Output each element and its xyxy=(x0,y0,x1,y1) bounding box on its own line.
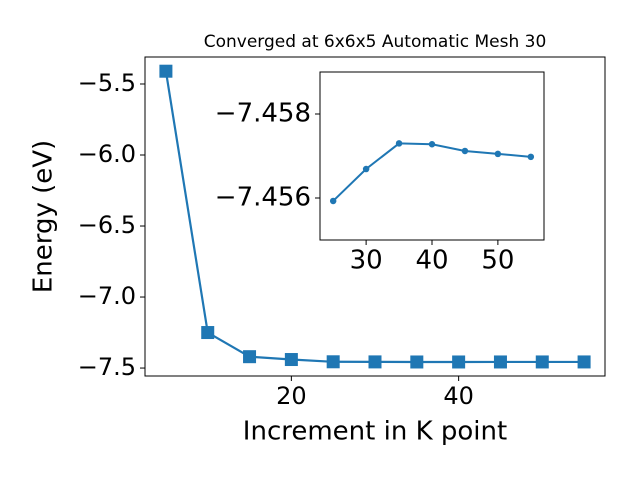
y-tick-label: −5.5 xyxy=(78,69,136,97)
marker xyxy=(527,153,535,161)
x-tick-label: 30 xyxy=(350,246,383,276)
marker xyxy=(368,355,382,369)
marker xyxy=(428,140,436,148)
marker xyxy=(243,350,257,364)
plot-area xyxy=(320,72,544,240)
y-tick-label: −6.5 xyxy=(78,211,136,239)
axes-frame xyxy=(144,56,606,377)
x-tick-label: 50 xyxy=(481,246,514,276)
x-tick-label: 40 xyxy=(415,246,448,276)
marker xyxy=(329,197,337,205)
marker xyxy=(362,165,370,173)
y-tick-label: −7.0 xyxy=(78,282,136,310)
marker xyxy=(326,355,340,369)
marker xyxy=(284,353,298,367)
marker xyxy=(159,64,173,78)
marker xyxy=(535,355,549,369)
marker xyxy=(201,326,215,340)
y-axis-label: Energy (eV) xyxy=(29,140,59,293)
marker xyxy=(577,355,591,369)
y-tick-label: −7.456 xyxy=(215,183,311,213)
chart-title: Converged at 6x6x5 Automatic Mesh 30 xyxy=(204,32,547,52)
marker xyxy=(410,355,424,369)
marker xyxy=(452,355,466,369)
marker xyxy=(494,150,502,158)
y-tick-label: −7.458 xyxy=(215,99,311,129)
y-tick-label: −7.5 xyxy=(78,353,136,381)
marker xyxy=(461,147,469,155)
x-tick-label: 20 xyxy=(276,382,307,410)
y-tick-label: −6.0 xyxy=(78,140,136,168)
marker xyxy=(395,140,403,147)
x-tick-label: 40 xyxy=(443,382,474,410)
x-axis-label: Increment in K point xyxy=(243,417,507,447)
marker xyxy=(493,355,507,369)
